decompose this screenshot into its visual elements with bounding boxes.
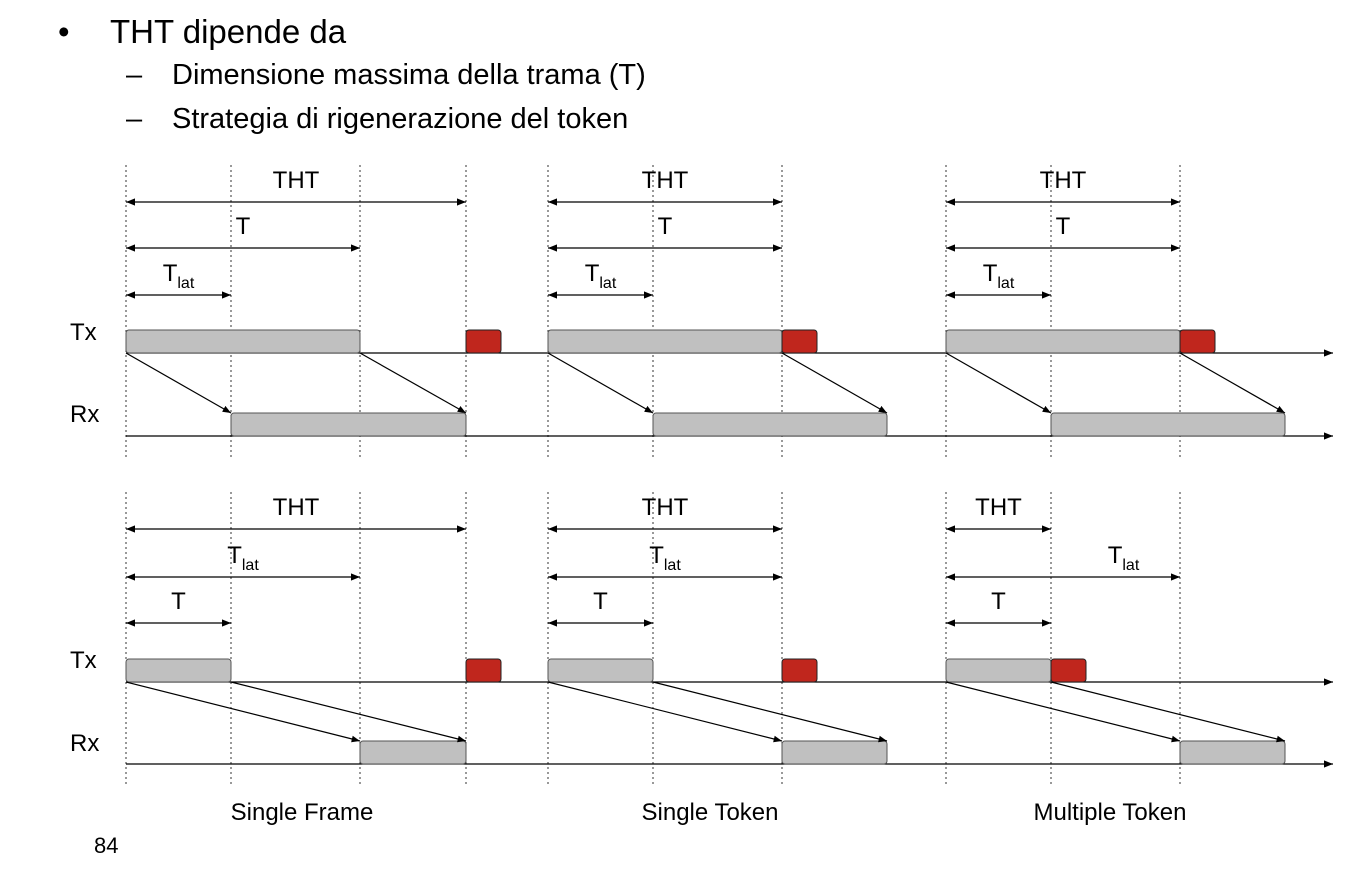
- label-tlat: Tlat: [585, 260, 617, 292]
- frame-tx: [547, 329, 783, 354]
- label-tht: THT: [642, 167, 689, 194]
- label-tht: THT: [273, 167, 320, 194]
- token-block: [465, 658, 502, 683]
- frame-tx: [547, 658, 654, 683]
- label-tlat: Tlat: [227, 542, 259, 574]
- propagation-arrow: [230, 681, 467, 743]
- frame-tx: [945, 329, 1181, 354]
- token-block: [781, 329, 818, 354]
- frame-tx: [945, 658, 1052, 683]
- bullet-marker: •: [58, 13, 70, 50]
- propagation-arrow: [125, 352, 232, 414]
- frame-rx: [230, 412, 467, 437]
- sub-bullet-marker: –: [126, 103, 143, 135]
- label-tht: THT: [975, 494, 1022, 521]
- tx-label: Tx: [70, 647, 97, 674]
- label-t: T: [658, 213, 673, 240]
- propagation-arrow: [1050, 681, 1286, 743]
- label-t: T: [171, 588, 186, 615]
- propagation-arrow: [945, 681, 1181, 743]
- propagation-arrow: [547, 352, 654, 414]
- frame-tx: [125, 329, 361, 354]
- rx-label: Rx: [70, 401, 99, 428]
- frame-rx: [1179, 740, 1286, 765]
- sub-bullet-text: Strategia di rigenerazione del token: [172, 103, 629, 135]
- strategy-caption-single-frame: Single Frame: [231, 799, 374, 826]
- label-t: T: [593, 588, 608, 615]
- frame-rx: [652, 412, 888, 437]
- label-tht: THT: [1040, 167, 1087, 194]
- propagation-arrow: [547, 681, 783, 743]
- label-tht: THT: [642, 494, 689, 521]
- propagation-arrow: [781, 352, 888, 414]
- strategy-caption-single-token: Single Token: [642, 799, 779, 826]
- label-tlat: Tlat: [163, 260, 195, 292]
- label-t: T: [1056, 213, 1071, 240]
- label-tht: THT: [273, 494, 320, 521]
- sub-bullet-text: Dimensione massima della trama (T): [172, 59, 646, 91]
- propagation-arrow: [945, 352, 1052, 414]
- label-tlat: Tlat: [649, 542, 681, 574]
- propagation-arrow: [125, 681, 361, 743]
- label-t: T: [236, 213, 251, 240]
- token-block: [1179, 329, 1216, 354]
- frame-rx: [359, 740, 467, 765]
- frame-rx: [1050, 412, 1286, 437]
- token-block: [1050, 658, 1087, 683]
- propagation-arrow: [359, 352, 467, 414]
- frame-tx: [125, 658, 232, 683]
- strategy-caption-multiple-token: Multiple Token: [1034, 799, 1187, 826]
- token-block: [465, 329, 502, 354]
- frame-rx: [781, 740, 888, 765]
- tx-label: Tx: [70, 319, 97, 346]
- label-t: T: [991, 588, 1006, 615]
- page-number: 84: [94, 833, 119, 858]
- propagation-arrow: [1179, 352, 1286, 414]
- token-block: [781, 658, 818, 683]
- label-tlat: Tlat: [983, 260, 1015, 292]
- bullet-main-text: THT dipende da: [110, 13, 347, 50]
- propagation-arrow: [652, 681, 888, 743]
- sub-bullet-marker: –: [126, 59, 143, 91]
- rx-label: Rx: [70, 730, 99, 757]
- label-tlat: Tlat: [1108, 542, 1140, 574]
